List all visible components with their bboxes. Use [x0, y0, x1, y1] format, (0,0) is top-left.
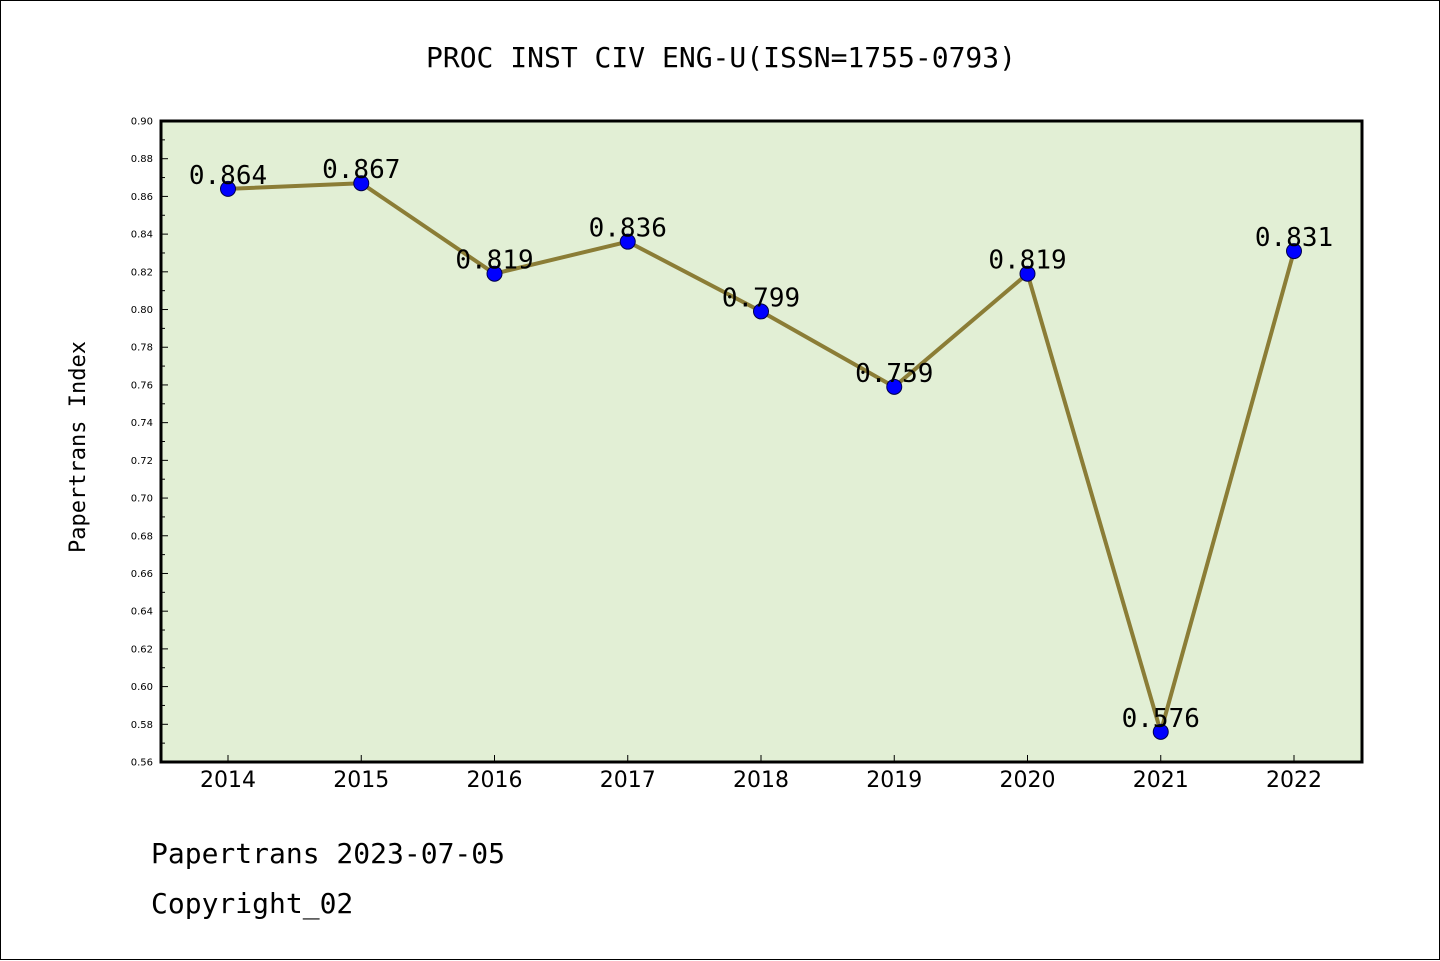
x-tick-label: 2014	[200, 768, 256, 793]
data-point-marker	[886, 378, 903, 395]
y-tick-label: 0.78	[131, 343, 153, 354]
chart-title: PROC INST CIV ENG-U(ISSN=1755-0793)	[426, 41, 1016, 74]
y-tick-label: 0.64	[131, 607, 153, 618]
y-tick-label: 0.58	[131, 720, 153, 731]
footer-date-text: Papertrans 2023-07-05	[151, 837, 506, 870]
data-point-marker	[353, 175, 370, 192]
footer-copyright-text: Copyright_02	[151, 887, 354, 920]
data-label: 0.819	[455, 246, 533, 276]
data-label: 0.831	[1255, 223, 1333, 253]
x-axis: 2014 2015 2016 2017 2018 2019 2020 2021 2022	[200, 755, 1322, 793]
y-tick-label: 0.68	[131, 531, 153, 542]
data-point-marker	[486, 265, 503, 282]
y-tick-label: 0.88	[131, 154, 153, 165]
data-label: 0.819	[988, 246, 1066, 276]
series-layer: 0.864 0.867 0.819 0.836 0.799 0.759 0.819 0.576…	[189, 155, 1333, 740]
y-tick-label: 0.84	[131, 230, 153, 241]
y-tick-label: 0.76	[131, 380, 153, 391]
data-label: 0.867	[322, 155, 400, 185]
x-tick-label: 2015	[333, 768, 389, 793]
data-point-marker	[753, 303, 769, 320]
y-axis-label: Papertrans Index	[66, 341, 91, 553]
plot-frame	[159, 119, 1364, 764]
y-tick-label: 0.62	[131, 644, 153, 655]
x-tick-label: 2022	[1266, 768, 1322, 793]
x-tick-label: 2016	[467, 768, 523, 793]
data-label: 0.864	[189, 161, 267, 191]
data-point-marker	[619, 233, 636, 250]
y-tick-label: 0.60	[131, 682, 153, 693]
y-tick-label: 0.56	[131, 758, 153, 769]
data-point-marker	[1286, 243, 1302, 260]
plot-area	[161, 121, 1362, 762]
data-label: 0.576	[1122, 704, 1200, 734]
data-point-marker	[220, 180, 236, 197]
data-label: 0.836	[589, 214, 667, 244]
y-tick-label: 0.90	[131, 117, 153, 128]
data-label: 0.759	[855, 359, 933, 389]
data-point-marker	[1019, 265, 1036, 282]
y-tick-label: 0.70	[131, 494, 153, 505]
y-tick-label: 0.80	[131, 305, 153, 316]
x-tick-label: 2017	[600, 768, 656, 793]
y-tick-label: 0.72	[131, 456, 153, 467]
y-axis: 0.56 0.58 0.60 0.62 0.64 0.66 0.68 0.70 0.72 0.74…	[131, 117, 168, 769]
x-tick-label: 2019	[866, 768, 922, 793]
y-tick-label: 0.86	[131, 192, 153, 203]
x-tick-label: 2020	[1000, 768, 1056, 793]
data-label: 0.799	[722, 283, 800, 313]
x-tick-label: 2021	[1133, 768, 1189, 793]
x-tick-label: 2018	[733, 768, 789, 793]
y-tick-label: 0.74	[131, 418, 153, 429]
y-tick-label: 0.66	[131, 569, 153, 580]
y-tick-label: 0.82	[131, 267, 153, 278]
data-point-marker	[1152, 723, 1169, 740]
